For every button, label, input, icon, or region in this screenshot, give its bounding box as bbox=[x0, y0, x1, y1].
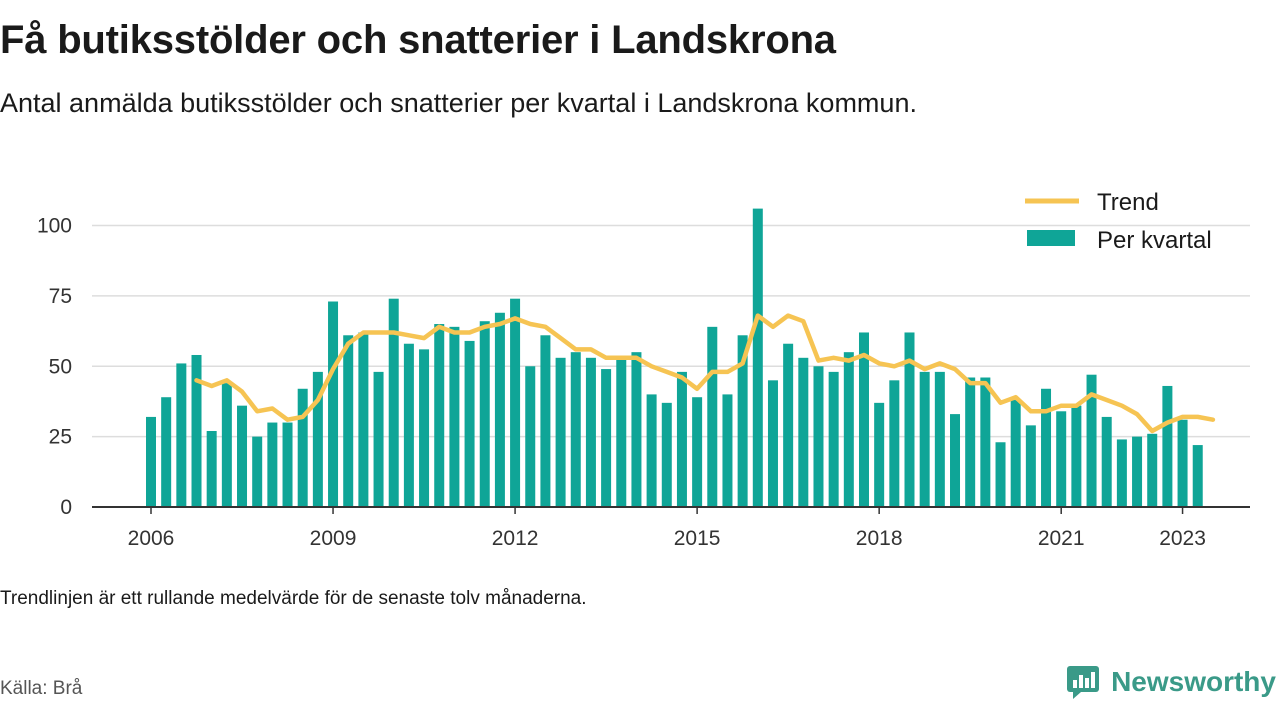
bar-per-kvartal bbox=[343, 335, 354, 507]
bar-per-kvartal bbox=[358, 332, 369, 507]
bar-per-kvartal bbox=[388, 298, 399, 507]
bar-per-kvartal bbox=[221, 383, 232, 507]
x-tick-label: 2012 bbox=[492, 527, 539, 550]
bar-per-kvartal bbox=[798, 357, 809, 507]
bar-per-kvartal bbox=[1010, 400, 1021, 507]
brand-logo[interactable]: Newsworthy bbox=[1065, 664, 1276, 700]
legend-bar-label: Per kvartal bbox=[1097, 227, 1212, 254]
bar-per-kvartal bbox=[267, 422, 278, 507]
bar-per-kvartal bbox=[282, 422, 293, 507]
bar-per-kvartal bbox=[722, 394, 733, 507]
bar-chart: 0 25 50 75 100 2006 2009 2012 2015 2018 2021 2023 T… bbox=[37, 189, 1250, 550]
bar-per-kvartal bbox=[206, 430, 217, 507]
x-tick-label: 2021 bbox=[1038, 527, 1085, 550]
legend-bar-swatch bbox=[1027, 230, 1075, 246]
bar-per-kvartal bbox=[312, 371, 323, 507]
bar-per-kvartal bbox=[146, 416, 156, 507]
x-tick-label: 2015 bbox=[674, 527, 721, 550]
bar-per-kvartal bbox=[252, 436, 263, 507]
newsworthy-logo-icon bbox=[1067, 666, 1100, 699]
bar-per-kvartal bbox=[570, 352, 581, 507]
bar-per-kvartal bbox=[646, 394, 657, 507]
bar-per-kvartal bbox=[752, 208, 763, 508]
bars bbox=[146, 208, 1203, 508]
x-tick-label: 2006 bbox=[128, 527, 175, 550]
bar-per-kvartal bbox=[373, 371, 384, 507]
bar-per-kvartal bbox=[510, 298, 521, 507]
bar-per-kvartal bbox=[692, 397, 703, 507]
brand-name: Newsworthy bbox=[1111, 666, 1276, 697]
trend-line-layer bbox=[194, 313, 1216, 434]
bar-per-kvartal bbox=[1177, 419, 1188, 507]
bar-per-kvartal bbox=[525, 366, 536, 507]
chart-subtitle: Antal anmälda butiksstölder och snatteri… bbox=[0, 88, 917, 118]
bar-per-kvartal bbox=[707, 326, 718, 507]
y-tick-label: 0 bbox=[60, 496, 72, 519]
bar-per-kvartal bbox=[1025, 425, 1036, 507]
bar-per-kvartal bbox=[403, 343, 414, 507]
bar-per-kvartal bbox=[449, 326, 460, 507]
bar-per-kvartal bbox=[904, 332, 915, 507]
x-tick-label: 2018 bbox=[856, 527, 903, 550]
bar-per-kvartal bbox=[434, 324, 445, 507]
bar-per-kvartal bbox=[161, 397, 172, 507]
source-label: Källa: Brå bbox=[0, 678, 83, 699]
bar-per-kvartal bbox=[419, 349, 430, 507]
bar-per-kvartal bbox=[1147, 433, 1158, 507]
y-tick-label: 25 bbox=[49, 426, 72, 449]
bar-per-kvartal bbox=[176, 363, 187, 507]
bar-per-kvartal bbox=[783, 343, 794, 507]
bar-per-kvartal bbox=[297, 388, 308, 507]
y-tick-label: 100 bbox=[37, 215, 72, 238]
bar-per-kvartal bbox=[479, 321, 490, 507]
axes: 0 25 50 75 100 2006 2009 2012 2015 2018 2021 2023 bbox=[37, 215, 1250, 550]
bar-per-kvartal bbox=[494, 312, 505, 507]
bar-per-kvartal bbox=[858, 332, 869, 507]
bar-per-kvartal bbox=[191, 354, 202, 507]
chart-title: Få butiksstölder och snatterier i Landsk… bbox=[0, 18, 836, 62]
bar-per-kvartal bbox=[585, 357, 596, 507]
bar-per-kvartal bbox=[919, 371, 930, 507]
x-tick-label: 2023 bbox=[1159, 527, 1206, 550]
bar-per-kvartal bbox=[328, 301, 339, 507]
bar-per-kvartal bbox=[1132, 436, 1143, 507]
bar-per-kvartal bbox=[813, 366, 824, 507]
bar-per-kvartal bbox=[631, 352, 642, 507]
bar-per-kvartal bbox=[1041, 388, 1052, 507]
bar-per-kvartal bbox=[601, 369, 612, 507]
bar-per-kvartal bbox=[1056, 411, 1067, 507]
bar-per-kvartal bbox=[767, 380, 778, 507]
bar-per-kvartal bbox=[934, 371, 945, 507]
bar-per-kvartal bbox=[828, 371, 839, 507]
y-tick-label: 75 bbox=[49, 285, 72, 308]
bar-per-kvartal bbox=[874, 402, 885, 507]
bar-per-kvartal bbox=[889, 380, 900, 507]
bar-per-kvartal bbox=[1192, 445, 1203, 507]
bar-per-kvartal bbox=[237, 405, 248, 507]
bar-per-kvartal bbox=[1071, 405, 1082, 507]
bar-per-kvartal bbox=[995, 442, 1006, 507]
bar-per-kvartal bbox=[1086, 374, 1097, 507]
bar-per-kvartal bbox=[965, 377, 976, 507]
bar-per-kvartal bbox=[1162, 385, 1173, 507]
legend-trend-label: Trend bbox=[1097, 189, 1159, 216]
bar-per-kvartal bbox=[980, 377, 991, 507]
bar-per-kvartal bbox=[540, 335, 551, 507]
bar-per-kvartal bbox=[1101, 416, 1112, 507]
bar-per-kvartal bbox=[950, 414, 961, 507]
bar-per-kvartal bbox=[464, 340, 475, 507]
bar-per-kvartal bbox=[661, 402, 672, 507]
trend-note: Trendlinjen är ett rullande medelvärde f… bbox=[0, 588, 587, 609]
y-tick-label: 50 bbox=[49, 355, 72, 378]
bar-per-kvartal bbox=[1116, 439, 1127, 507]
bar-per-kvartal bbox=[676, 371, 687, 507]
x-tick-label: 2009 bbox=[310, 527, 357, 550]
trend-line bbox=[194, 313, 1216, 434]
bar-per-kvartal bbox=[555, 357, 566, 507]
bar-per-kvartal bbox=[843, 352, 854, 507]
bar-per-kvartal bbox=[616, 357, 627, 507]
bar-per-kvartal bbox=[737, 335, 748, 507]
legend: Trend Per kvartal bbox=[1025, 189, 1212, 254]
